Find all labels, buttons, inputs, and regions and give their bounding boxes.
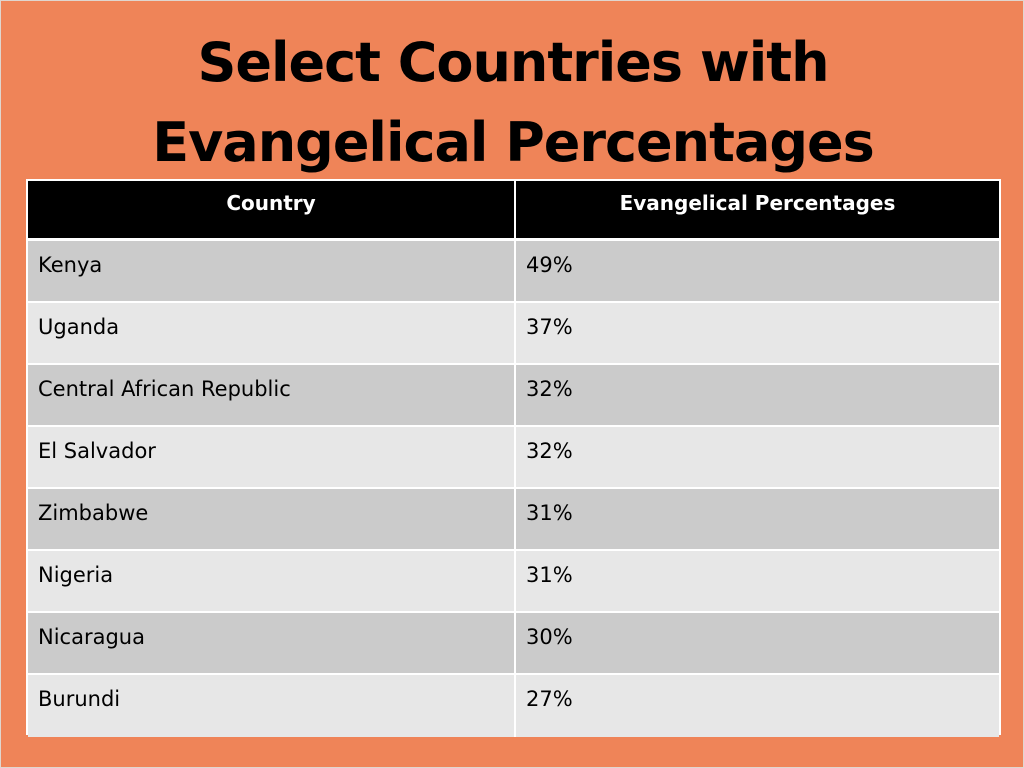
table-cell-country: Nicaragua <box>28 613 514 675</box>
title-line-1: Select Countries with <box>197 31 829 94</box>
table-cell-percentage: 30% <box>514 613 999 675</box>
table-cell-country: Burundi <box>28 675 514 737</box>
table-cell-percentage: 31% <box>514 551 999 613</box>
table-cell-percentage: 32% <box>514 427 999 489</box>
table-cell-percentage: 27% <box>514 675 999 737</box>
table-cell-country: Zimbabwe <box>28 489 514 551</box>
title-line-2: Evangelical Percentages <box>152 111 875 174</box>
table-cell-country: Kenya <box>28 241 514 303</box>
data-table: Country Evangelical Percentages Kenya 49… <box>26 179 1001 737</box>
table-cell-country: El Salvador <box>28 427 514 489</box>
table-cell-percentage: 49% <box>514 241 999 303</box>
table-cell-percentage: 31% <box>514 489 999 551</box>
table-grid: Country Evangelical Percentages Kenya 49… <box>28 181 999 737</box>
table-cell-percentage: 32% <box>514 365 999 427</box>
table-cell-country: Uganda <box>28 303 514 365</box>
table-cell-country: Nigeria <box>28 551 514 613</box>
table-cell-country: Central African Republic <box>28 365 514 427</box>
slide-title: Select Countries with Evangelical Percen… <box>1 23 1024 183</box>
column-header-country: Country <box>28 181 514 241</box>
table-cell-percentage: 37% <box>514 303 999 365</box>
column-header-percentage: Evangelical Percentages <box>514 181 999 241</box>
